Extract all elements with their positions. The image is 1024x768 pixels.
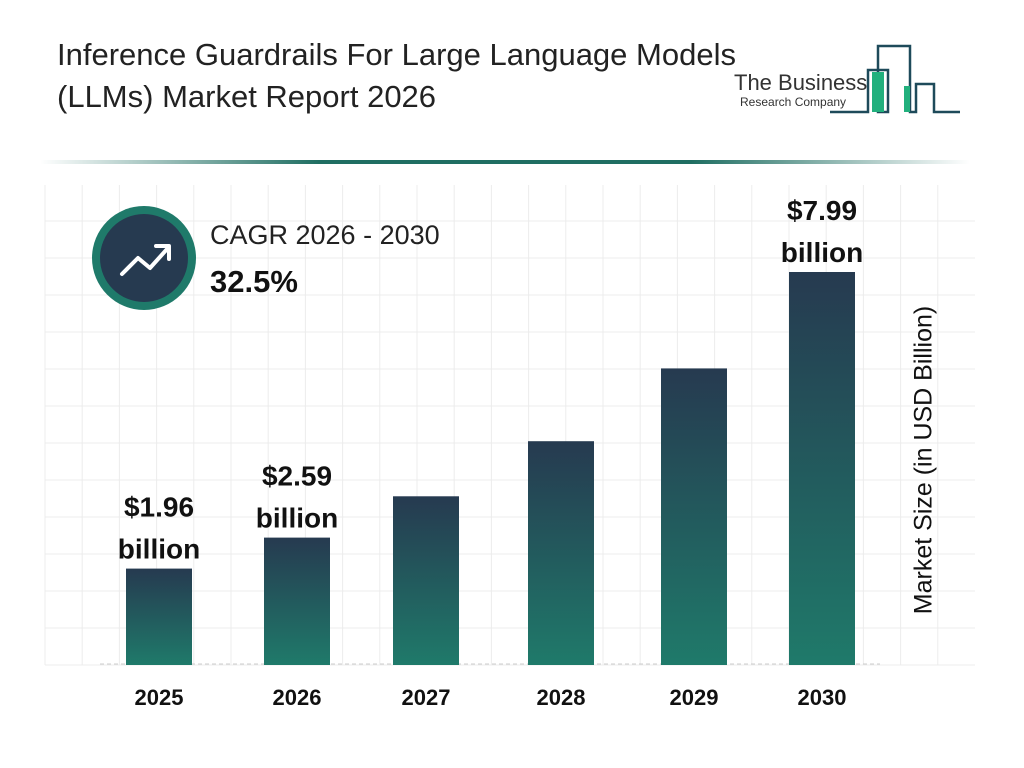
- logo-buildings-icon: [830, 44, 960, 114]
- bar-2025: [126, 568, 192, 665]
- bar-2030: [789, 272, 855, 665]
- cagr-badge: [92, 206, 196, 310]
- data-label: billion: [781, 237, 863, 268]
- x-tick-label: 2025: [135, 685, 184, 710]
- x-tick-label: 2028: [537, 685, 586, 710]
- bar-2029: [661, 368, 727, 665]
- y-axis-label: Market Size (in USD Billion): [909, 305, 938, 615]
- company-logo: The Business Research Company: [730, 40, 970, 120]
- x-tick-label: 2027: [402, 685, 451, 710]
- x-tick-label: 2029: [670, 685, 719, 710]
- data-label: billion: [118, 534, 200, 565]
- x-tick-label: 2030: [798, 685, 847, 710]
- x-tick-label: 2026: [273, 685, 322, 710]
- bar-2027: [393, 496, 459, 665]
- logo-line1: The Business: [734, 70, 868, 95]
- bar-2026: [264, 537, 330, 665]
- bar-2028: [528, 441, 594, 665]
- logo-line2: Research Company: [740, 95, 847, 109]
- trend-up-arrow-icon: [120, 244, 171, 276]
- data-label: billion: [256, 503, 338, 534]
- data-label: $1.96: [124, 492, 194, 523]
- cagr-label: CAGR 2026 - 2030: [210, 220, 440, 250]
- data-label: $2.59: [262, 461, 332, 492]
- data-label: $7.99: [787, 195, 857, 226]
- cagr-value: 32.5%: [210, 264, 298, 299]
- page-title: Inference Guardrails For Large Language …: [57, 37, 736, 114]
- header-divider: [40, 160, 970, 164]
